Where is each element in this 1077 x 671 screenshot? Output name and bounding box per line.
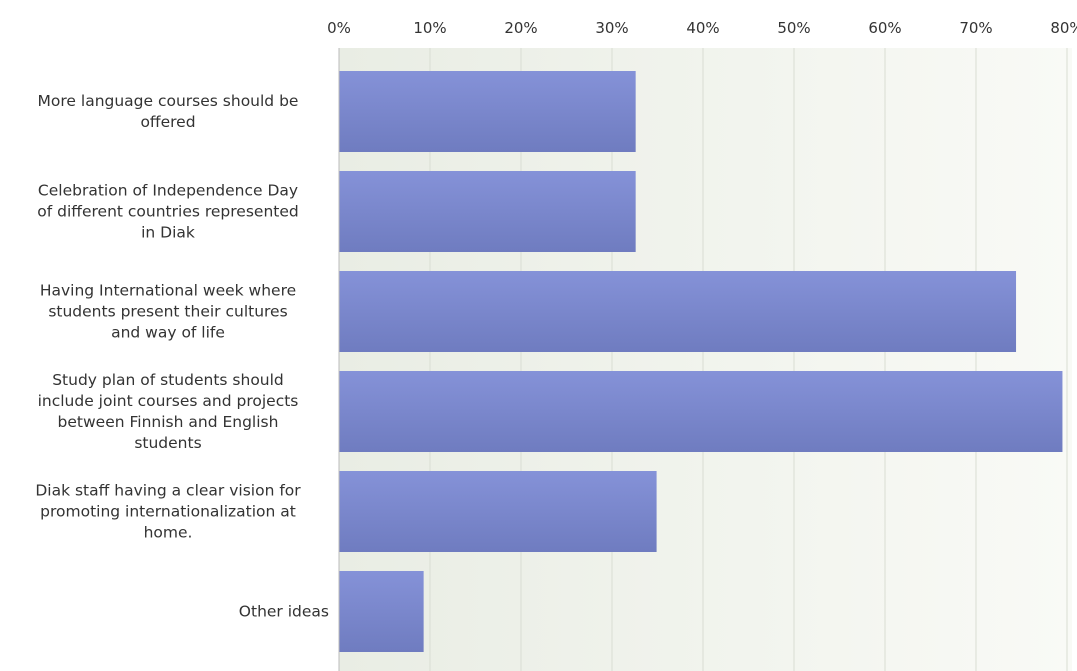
x-tick-label: 20%: [504, 19, 537, 37]
category-label: More language courses should be offered: [38, 92, 299, 131]
bar: [339, 171, 636, 252]
bars: [339, 71, 1063, 652]
category-label: Diak staff having a clear vision for prom…: [35, 482, 301, 542]
x-tick-label: 70%: [959, 19, 992, 37]
category-label: Other ideas: [239, 603, 329, 621]
bar: [339, 471, 657, 552]
x-tick-label: 50%: [777, 19, 810, 37]
x-tick-label: 30%: [595, 19, 628, 37]
x-tick-label: 60%: [868, 19, 901, 37]
x-tick-label: 10%: [413, 19, 446, 37]
category-label: Having International week where students …: [40, 282, 296, 342]
bar: [339, 571, 424, 652]
x-tick-label: 40%: [686, 19, 719, 37]
x-tick-label: 0%: [327, 19, 351, 37]
x-tick-label: 80%: [1050, 19, 1077, 37]
category-labels: More language courses should be offered Ce…: [35, 92, 329, 621]
bar: [339, 271, 1017, 352]
category-label: Celebration of Independence Day of differ…: [37, 182, 298, 242]
x-axis-ticks: 0% 10% 20% 30% 40% 50% 60% 70% 80%: [327, 19, 1077, 37]
bar: [339, 71, 636, 152]
category-label: Study plan of students should include joi…: [38, 371, 299, 452]
bar: [339, 371, 1063, 452]
